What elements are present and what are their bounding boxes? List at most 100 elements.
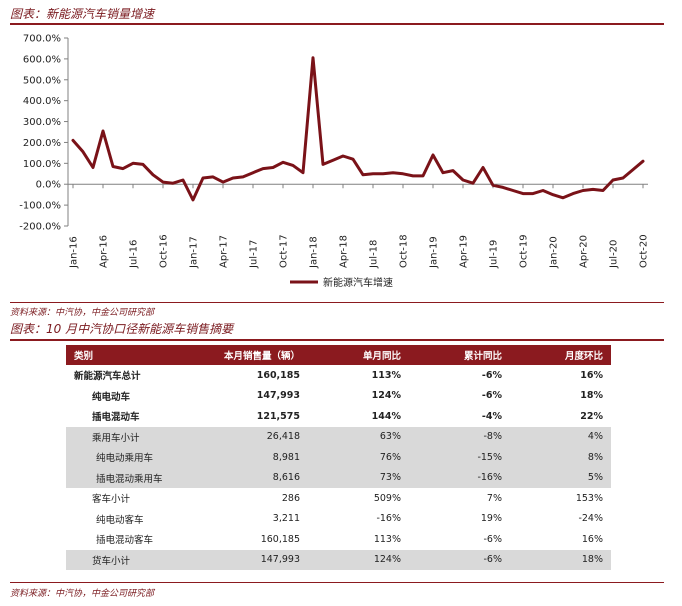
y-tick-label: 100.0% (23, 159, 61, 170)
header-cumulative-yoy: 累计同比 (409, 345, 510, 365)
row-category: 乘用车小计 (66, 426, 182, 447)
row-sales: 121,575 (182, 406, 308, 427)
x-tick-label: Jan-20 (549, 236, 560, 269)
x-tick-label: Jan-18 (309, 236, 320, 269)
row-category: 纯电动车 (66, 385, 182, 406)
x-tick-label: Apr-20 (579, 235, 590, 268)
x-tick-label: Jul-17 (249, 240, 260, 269)
chart-bottom-rule (10, 302, 664, 303)
chart-title: 图表：新能源汽车销量增速 (10, 7, 155, 21)
row-sales: 147,993 (182, 385, 308, 406)
row-cumulative-yoy: -6% (409, 549, 510, 570)
table-title: 图表：10 月中汽协口径新能源车销售摘要 (10, 322, 234, 336)
table-source-note: 资料来源：中汽协，中金公司研究部 (10, 589, 155, 599)
row-category: 货车小计 (66, 549, 182, 570)
y-tick-label: 400.0% (23, 96, 61, 107)
x-tick-label: Oct-16 (159, 234, 170, 268)
row-cumulative-yoy: -6% (409, 365, 510, 386)
x-tick-label: Apr-17 (219, 235, 230, 268)
x-tick-label: Jul-16 (129, 240, 140, 269)
header-monthly-yoy: 单月同比 (308, 345, 409, 365)
row-cumulative-yoy: -16% (409, 467, 510, 488)
row-mom: 8% (510, 447, 611, 468)
table-bottom-rule (10, 582, 664, 583)
x-tick-label: Oct-20 (639, 234, 650, 268)
x-tick-label: Jul-20 (609, 240, 620, 269)
row-monthly-yoy: 144% (308, 406, 409, 427)
header-category: 类别 (66, 345, 182, 365)
row-monthly-yoy: 73% (308, 467, 409, 488)
row-cumulative-yoy: -15% (409, 447, 510, 468)
legend: 新能源汽车增速 (290, 276, 393, 289)
row-sales: 147,993 (182, 549, 308, 570)
row-cumulative-yoy: -6% (409, 529, 510, 550)
header-mom: 月度环比 (510, 345, 611, 365)
legend-label: 新能源汽车增速 (323, 276, 393, 289)
y-tick-label: 500.0% (23, 75, 61, 86)
chart-source-note: 资料来源：中汽协，中金公司研究部 (10, 308, 155, 318)
row-monthly-yoy: 113% (308, 529, 409, 550)
table-row: 纯电动车 147,993 124% -6% 18% (66, 385, 611, 406)
row-cumulative-yoy: 19% (409, 508, 510, 529)
table-row: 插电混动车 121,575 144% -4% 22% (66, 406, 611, 427)
table-title-rule (10, 339, 664, 341)
row-category: 插电混动乘用车 (66, 467, 182, 488)
y-tick-label: 200.0% (23, 138, 61, 149)
row-cumulative-yoy: -4% (409, 406, 510, 427)
row-mom: 153% (510, 488, 611, 509)
row-sales: 26,418 (182, 426, 308, 447)
table-row: 乘用车小计 26,418 63% -8% 4% (66, 426, 611, 447)
x-tick-label: Oct-17 (279, 234, 290, 268)
row-monthly-yoy: 124% (308, 385, 409, 406)
row-category: 纯电动客车 (66, 508, 182, 529)
table-header-row: 类别 本月销售量（辆） 单月同比 累计同比 月度环比 (66, 345, 611, 365)
row-monthly-yoy: 113% (308, 365, 409, 386)
row-sales: 8,616 (182, 467, 308, 488)
header-monthly-sales: 本月销售量（辆） (182, 345, 308, 365)
y-tick-label: -200.0% (19, 222, 61, 233)
y-tick-label: 700.0% (23, 34, 61, 45)
row-category: 纯电动乘用车 (66, 447, 182, 468)
y-tick-label: 600.0% (23, 54, 61, 65)
row-category: 客车小计 (66, 488, 182, 509)
row-mom: 16% (510, 365, 611, 386)
row-sales: 3,211 (182, 508, 308, 529)
table-row: 纯电动客车 3,211 -16% 19% -24% (66, 508, 611, 529)
row-sales: 160,185 (182, 365, 308, 386)
series-line-nev-growth (71, 56, 645, 202)
row-cumulative-yoy: 7% (409, 488, 510, 509)
chart-title-rule (10, 23, 664, 25)
row-sales: 8,981 (182, 447, 308, 468)
x-tick-label: Oct-19 (519, 234, 530, 268)
row-category: 插电混动客车 (66, 529, 182, 550)
row-category: 插电混动车 (66, 406, 182, 427)
y-tick-label: 0.0% (36, 180, 61, 191)
row-mom: 5% (510, 467, 611, 488)
row-cumulative-yoy: -6% (409, 385, 510, 406)
x-tick-label: Jan-16 (69, 236, 80, 269)
x-tick-label: Apr-18 (339, 235, 350, 268)
x-tick-label: Jan-17 (189, 236, 200, 269)
row-mom: 4% (510, 426, 611, 447)
row-sales: 160,185 (182, 529, 308, 550)
row-category: 新能源汽车总计 (66, 365, 182, 386)
table-row: 货车小计 147,993 124% -6% 18% (66, 549, 611, 570)
nev-sales-summary-table: 类别 本月销售量（辆） 单月同比 累计同比 月度环比 新能源汽车总计 160,1… (66, 345, 611, 570)
row-monthly-yoy: 509% (308, 488, 409, 509)
row-sales: 286 (182, 488, 308, 509)
row-mom: 22% (510, 406, 611, 427)
x-tick-label: Jul-19 (489, 240, 500, 269)
x-tick-label: Jul-18 (369, 240, 380, 269)
row-monthly-yoy: 76% (308, 447, 409, 468)
row-mom: 18% (510, 385, 611, 406)
table-row: 插电混动乘用车 8,616 73% -16% 5% (66, 467, 611, 488)
table-row: 纯电动乘用车 8,981 76% -15% 8% (66, 447, 611, 468)
x-tick-label: Apr-16 (99, 235, 110, 268)
table-row: 新能源汽车总计 160,185 113% -6% 16% (66, 365, 611, 386)
y-axis: 700.0% 600.0% 500.0% 400.0% 300.0% 200.0% 100.… (19, 34, 69, 233)
row-mom: 16% (510, 529, 611, 550)
y-tick-label: -100.0% (19, 201, 61, 212)
x-axis: Jan-16 Apr-16 Jul-16 Oct-16 Jan-17 Apr-17 Jul-… (68, 183, 650, 269)
x-tick-label: Jan-19 (429, 236, 440, 269)
row-mom: 18% (510, 549, 611, 570)
